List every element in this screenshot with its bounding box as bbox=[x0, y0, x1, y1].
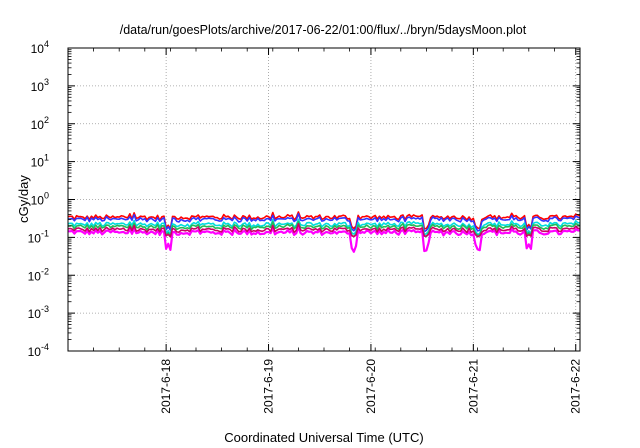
series-line bbox=[67, 218, 581, 236]
grid bbox=[68, 48, 580, 351]
y-tick-label: 10-2 bbox=[28, 266, 49, 283]
x-axis-label: Coordinated Universal Time (UTC) bbox=[224, 430, 423, 445]
y-tick-label: 10-1 bbox=[28, 228, 49, 245]
y-tick-label: 10-3 bbox=[28, 304, 49, 321]
x-axis: 2017-6-18 2017-6-19 2017-6-20 2017-6-21 2017… bbox=[67, 48, 583, 414]
x-tick-label: 2017-6-20 bbox=[364, 359, 378, 414]
y-tick-label: 101 bbox=[31, 153, 49, 170]
y-tick-label: 102 bbox=[31, 115, 49, 132]
series-line bbox=[68, 225, 581, 253]
y-tick-label: 104 bbox=[31, 39, 49, 56]
x-tick-label: 2017-6-22 bbox=[569, 359, 583, 414]
chart-title: /data/run/goesPlots/archive/2017-06-22/0… bbox=[120, 23, 527, 37]
y-tick-label: 103 bbox=[31, 77, 49, 94]
y-axis-label: cGy/day bbox=[16, 175, 31, 223]
series-line bbox=[67, 220, 581, 238]
series-line bbox=[67, 211, 581, 230]
y-tick-label: 10-4 bbox=[28, 342, 49, 359]
series-line bbox=[67, 212, 581, 233]
x-tick-label: 2017-6-18 bbox=[159, 359, 173, 414]
y-tick-label: 100 bbox=[31, 191, 49, 208]
x-tick-label: 2017-6-19 bbox=[262, 359, 276, 414]
x-tick-label: 2017-6-21 bbox=[466, 359, 480, 414]
y-axis: 10-4 10-3 10-2 10-1 100 101 102 103 104 bbox=[28, 39, 580, 359]
series-layer bbox=[67, 211, 581, 253]
series-line bbox=[67, 222, 581, 238]
